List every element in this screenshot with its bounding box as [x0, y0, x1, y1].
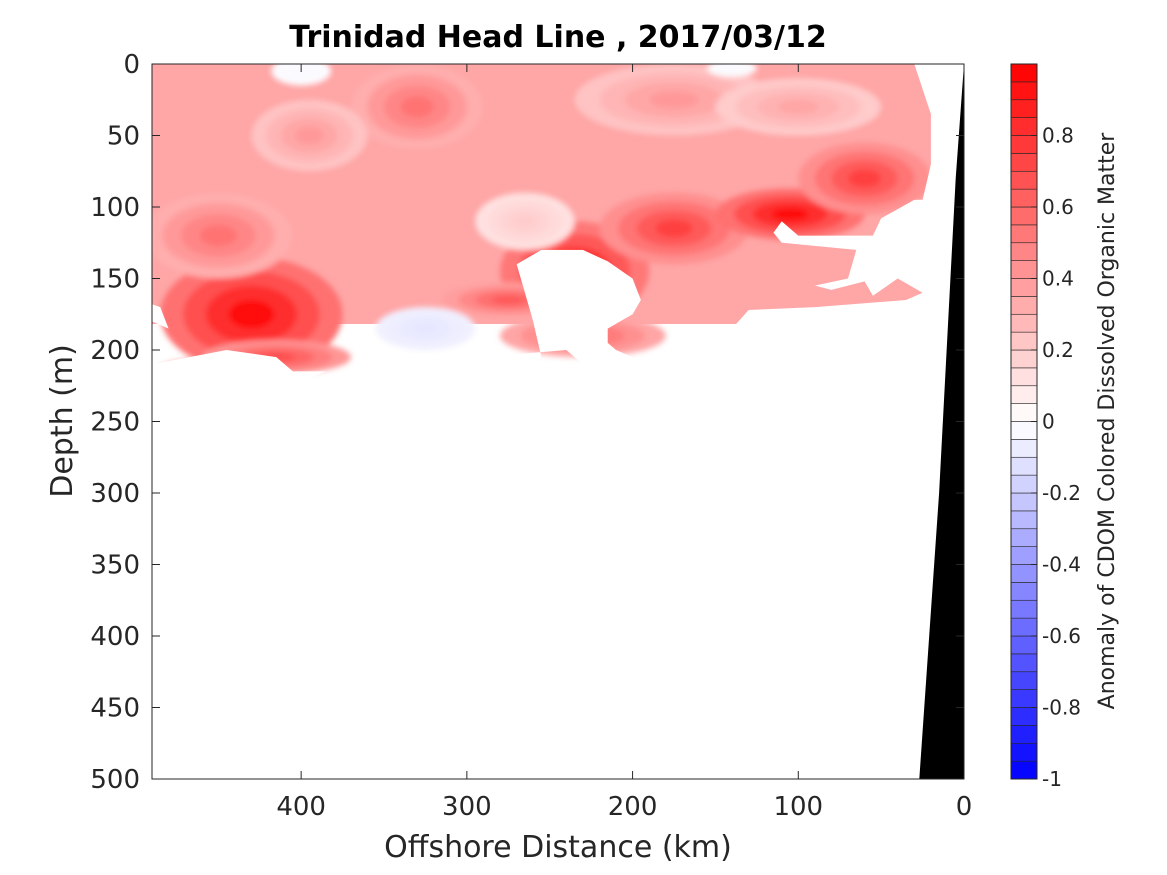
anomaly-blob-6-band-1 — [655, 219, 693, 238]
colorbar-band — [1010, 385, 1038, 404]
colorbar-band — [1010, 564, 1038, 583]
colorbar-band — [1010, 725, 1038, 744]
anomaly-blob-13-band-1 — [777, 99, 819, 115]
y-tick-label: 150 — [90, 265, 140, 295]
colorbar-band — [1010, 349, 1038, 369]
colorbar-band — [1010, 153, 1038, 172]
colorbar-tick-label: -0.8 — [1042, 696, 1081, 720]
colorbar-band — [1010, 170, 1038, 190]
colorbar-band — [1010, 492, 1038, 512]
colorbar-band — [1010, 510, 1038, 530]
y-axis-ticks: 0 50 100 150 200 250 300 350 400 450 500 — [90, 50, 964, 795]
colorbar-band — [1010, 617, 1038, 637]
anomaly-blob-12-band-1 — [294, 126, 324, 145]
colorbar-band — [1010, 242, 1038, 261]
y-tick-label: 200 — [90, 336, 140, 366]
colorbar-band — [1010, 81, 1038, 101]
colorbar-band — [1010, 296, 1038, 315]
y-tick-label: 50 — [107, 122, 140, 152]
colorbar-band — [1010, 671, 1038, 690]
y-tick-label: 250 — [90, 408, 140, 438]
colorbar-tick-label: 0.6 — [1042, 195, 1074, 219]
colorbar-band — [1010, 421, 1038, 440]
colorbar-band — [1010, 689, 1038, 708]
colorbar-band — [1010, 135, 1038, 154]
colorbar-ticks: -1 -0.8 -0.6 -0.4 -0.2 0 0.2 0.4 0.6 0.8 — [1031, 124, 1081, 791]
colorbar-band — [1010, 439, 1038, 458]
colorbar-band — [1010, 313, 1038, 333]
anomaly-blob-8-band-1 — [848, 169, 882, 188]
colorbar-band — [1010, 63, 1038, 83]
colorbar-tick-label: 0.2 — [1042, 338, 1074, 362]
y-tick-label: 450 — [90, 694, 140, 724]
colorbar-band — [1010, 474, 1038, 494]
bathymetry — [919, 64, 964, 779]
y-tick-label: 400 — [90, 622, 140, 652]
x-axis-ticks: 400 300 200 100 0 — [276, 64, 972, 822]
colorbar-label: Anomaly of CDOM Colored Dissolved Organi… — [1095, 132, 1120, 710]
colorbar-band — [1010, 635, 1038, 655]
y-tick-label: 300 — [90, 479, 140, 509]
colorbar-tick-label: -0.4 — [1042, 553, 1081, 577]
anomaly-blob-7-band-1 — [771, 207, 809, 221]
chart-title: Trinidad Head Line , 2017/03/12 — [289, 20, 826, 55]
colorbar-band — [1010, 456, 1038, 476]
colorbar-band — [1010, 403, 1038, 422]
colorbar-band — [1010, 742, 1038, 762]
x-tick-label: 400 — [276, 792, 326, 822]
colorbar-band — [1010, 188, 1038, 208]
colorbar-tick-label: -0.2 — [1042, 481, 1081, 505]
colorbar-band — [1010, 206, 1038, 226]
colorbar-band — [1010, 117, 1038, 136]
y-tick-label: 350 — [90, 551, 140, 581]
colorbar-band — [1010, 599, 1038, 619]
x-tick-label: 100 — [773, 792, 823, 822]
plot-area — [152, 64, 964, 779]
anomaly-blob-3-band-1 — [199, 224, 237, 247]
x-tick-label: 200 — [608, 792, 658, 822]
colorbar-band — [1010, 278, 1038, 297]
anomaly-blob-15-band-1 — [512, 214, 538, 229]
anomaly-blob-5-band-1 — [491, 295, 525, 305]
colorbar-band — [1010, 99, 1038, 118]
colorbar-band — [1010, 528, 1038, 547]
colorbar-band — [1010, 582, 1038, 601]
colorbar-band — [1010, 760, 1038, 780]
colorbar-tick-label: -1 — [1042, 767, 1062, 791]
anomaly-blob-17-band-1 — [725, 66, 739, 71]
colorbar-tick-label: -0.6 — [1042, 624, 1081, 648]
y-tick-label: 500 — [90, 765, 140, 795]
colorbar-band — [1010, 653, 1038, 673]
colorbar-tick-label: 0 — [1042, 410, 1055, 434]
colorbar-band — [1010, 707, 1038, 726]
anomaly-blob-14-band-1 — [413, 323, 438, 334]
colorbar-band — [1010, 331, 1038, 351]
y-tick-label: 0 — [123, 50, 140, 80]
y-axis-label: Depth (m) — [45, 344, 80, 498]
x-tick-label: 0 — [956, 792, 973, 822]
anomaly-blob-0-band-1 — [228, 299, 275, 329]
x-tick-label: 300 — [442, 792, 492, 822]
colorbar — [1010, 63, 1038, 780]
x-axis-label: Offshore Distance (km) — [384, 830, 732, 865]
colorbar-band — [1010, 546, 1038, 565]
anomaly-blob-11-band-1 — [649, 90, 699, 109]
colorbar-band — [1010, 367, 1038, 387]
colorbar-tick-label: 0.4 — [1042, 267, 1074, 291]
colorbar-tick-label: 0.8 — [1042, 124, 1074, 148]
colorbar-band — [1010, 260, 1038, 279]
colorbar-band — [1010, 224, 1038, 244]
anomaly-blob-10-band-1 — [400, 96, 434, 118]
y-tick-label: 100 — [90, 193, 140, 223]
